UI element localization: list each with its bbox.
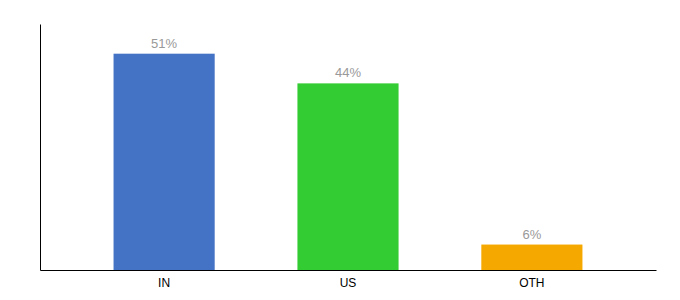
data-label: 51% (151, 36, 177, 51)
x-axis: IN US OTH (41, 271, 657, 290)
chart-svg: IN US OTH 51% 44% 6% (0, 0, 680, 300)
x-tick-label: OTH (519, 276, 544, 290)
data-labels: 51% 44% 6% (151, 36, 542, 242)
y-axis (40, 25, 41, 271)
axis-line (41, 270, 657, 271)
plot-area: IN US OTH 51% 44% 6% (41, 25, 657, 290)
data-label: 6% (522, 227, 541, 242)
bar (114, 54, 215, 270)
x-tick: OTH (519, 276, 544, 290)
x-tick-label: IN (158, 276, 170, 290)
x-tick-label: US (340, 276, 357, 290)
x-tick: IN (158, 276, 170, 290)
axis-line (40, 25, 41, 271)
bars (114, 54, 583, 270)
data-label: 44% (335, 65, 361, 80)
bar (481, 245, 582, 270)
bar (297, 83, 398, 270)
chart-container: IN US OTH 51% 44% 6% (0, 0, 680, 300)
x-tick: US (340, 276, 357, 290)
